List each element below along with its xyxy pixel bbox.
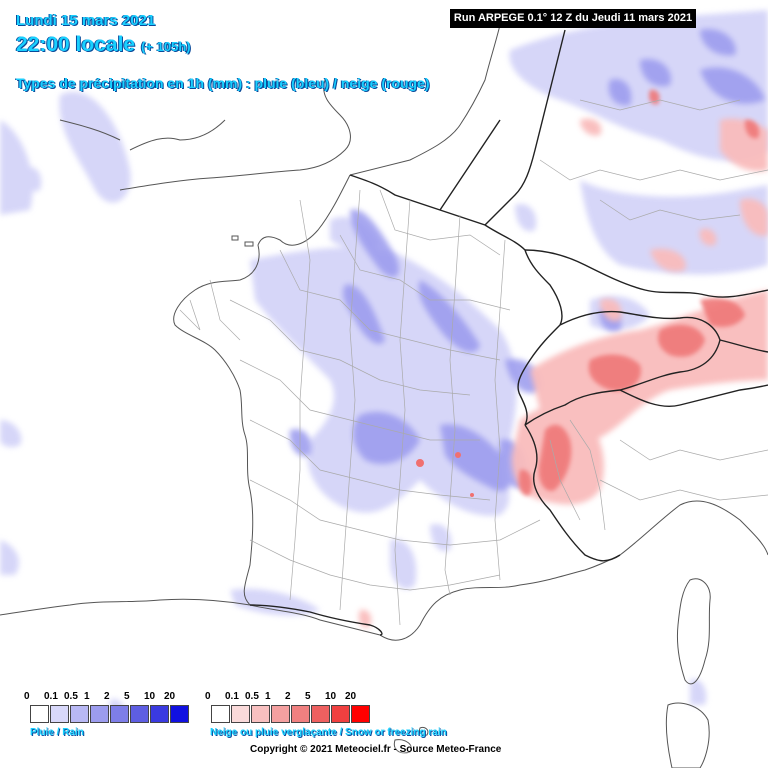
snow-legend-swatch (231, 705, 250, 723)
snow-legend-tick: 2 (285, 691, 291, 702)
snow-legend-tick: 20 (345, 691, 357, 702)
department-borders (179, 99, 768, 626)
snow-legend-tick: 0.1 (225, 691, 239, 702)
snow-legend-swatch (211, 705, 230, 723)
forecast-time: 22:00 locale (+ 105h) (16, 33, 191, 57)
copyright-text: Copyright © 2021 Meteociel.fr - Source M… (250, 744, 502, 755)
snow-legend-label: Neige ou pluie verglaçante / Snow or fre… (210, 727, 447, 738)
snow-legend-swatch (331, 705, 350, 723)
snow-medium-areas (518, 89, 760, 496)
rain-legend-tick: 5 (124, 691, 130, 702)
snow-legend-swatch (311, 705, 330, 723)
forecast-offset: (+ 105h) (141, 39, 191, 54)
rain-legend-tick: 0.5 (64, 691, 78, 702)
rain-legend-swatch (70, 705, 89, 723)
rain-legend-tick: 20 (164, 691, 176, 702)
snow-legend-tick: 0.5 (245, 691, 259, 702)
snow-legend-tick: 10 (325, 691, 337, 702)
rain-legend-tick: 1 (84, 691, 90, 702)
forecast-time-value: 22:00 locale (16, 33, 136, 56)
snow-legend-tick: 5 (305, 691, 311, 702)
rain-legend-swatch (150, 705, 169, 723)
rain-legend-tick: 2 (104, 691, 110, 702)
forecast-date: Lundi 15 mars 2021 (16, 12, 156, 29)
snow-legend-swatch (291, 705, 310, 723)
rain-legend-swatch (110, 705, 129, 723)
rain-legend-swatch (130, 705, 149, 723)
rain-legend-swatch (90, 705, 109, 723)
precipitation-type-title: Types de précipitation en 1h (mm) : plui… (16, 75, 430, 91)
rain-legend-tick: 10 (144, 691, 156, 702)
rain-legend-swatch (170, 705, 189, 723)
coastlines (0, 24, 768, 768)
snow-legend-tick: 1 (265, 691, 271, 702)
rain-legend-tick: 0.1 (44, 691, 58, 702)
national-borders (249, 29, 768, 636)
rain-legend-swatch (50, 705, 69, 723)
snow-legend-tick: 0 (205, 691, 211, 702)
snow-legend-swatch (251, 705, 270, 723)
snow-legend-swatch (351, 705, 370, 723)
rain-legend-swatch (30, 705, 49, 723)
rain-legend-label: Pluie / Rain (30, 727, 84, 738)
snow-spots (416, 452, 474, 497)
run-info-box: Run ARPEGE 0.1° 12 Z du Jeudi 11 mars 20… (450, 9, 696, 28)
rain-legend-tick: 0 (24, 691, 30, 702)
snow-legend-swatch (271, 705, 290, 723)
rain-medium-areas (289, 29, 765, 491)
